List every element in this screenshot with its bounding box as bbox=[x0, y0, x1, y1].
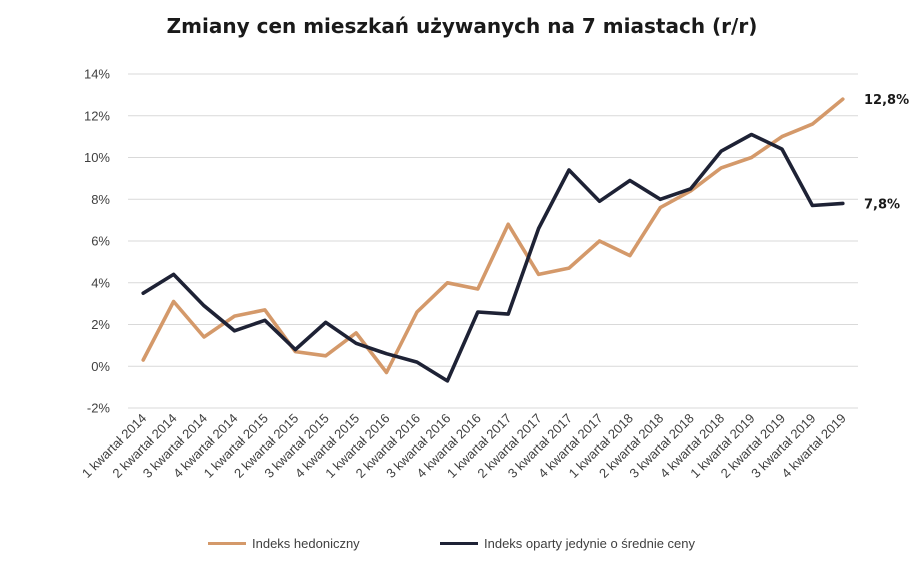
y-tick-label: 0% bbox=[91, 359, 110, 374]
legend-item-average: Indeks oparty jedynie o średnie ceny bbox=[440, 536, 695, 551]
legend-swatch-average bbox=[440, 542, 478, 545]
end-label-0: 12,8% bbox=[864, 93, 909, 108]
legend-item-hedonic: Indeks hedoniczny bbox=[208, 536, 360, 551]
y-tick-label: 12% bbox=[84, 108, 110, 123]
chart-title: Zmiany cen mieszkań używanych na 7 miast… bbox=[166, 14, 758, 38]
series-line-0 bbox=[141, 97, 845, 375]
y-tick-label: -2% bbox=[87, 401, 111, 416]
y-tick-label: 6% bbox=[91, 234, 110, 249]
end-labels: 12,8% 7,8% bbox=[864, 93, 909, 212]
legend-swatch-hedonic bbox=[208, 542, 246, 545]
y-axis-ticks: -2% 0% 2% 4% 6% 8% 10% 12% 14% bbox=[84, 67, 110, 416]
gridlines bbox=[128, 73, 858, 409]
y-tick-label: 2% bbox=[91, 317, 110, 332]
series-line-1 bbox=[141, 132, 845, 383]
y-tick-label: 10% bbox=[84, 150, 110, 165]
y-tick-label: 8% bbox=[91, 192, 110, 207]
series-lines bbox=[141, 97, 845, 383]
end-label-1: 7,8% bbox=[864, 197, 900, 212]
y-tick-label: 4% bbox=[91, 275, 110, 290]
legend-label-average: Indeks oparty jedynie o średnie ceny bbox=[484, 536, 696, 551]
y-tick-label: 14% bbox=[84, 67, 110, 82]
legend-label-hedonic: Indeks hedoniczny bbox=[252, 536, 360, 551]
